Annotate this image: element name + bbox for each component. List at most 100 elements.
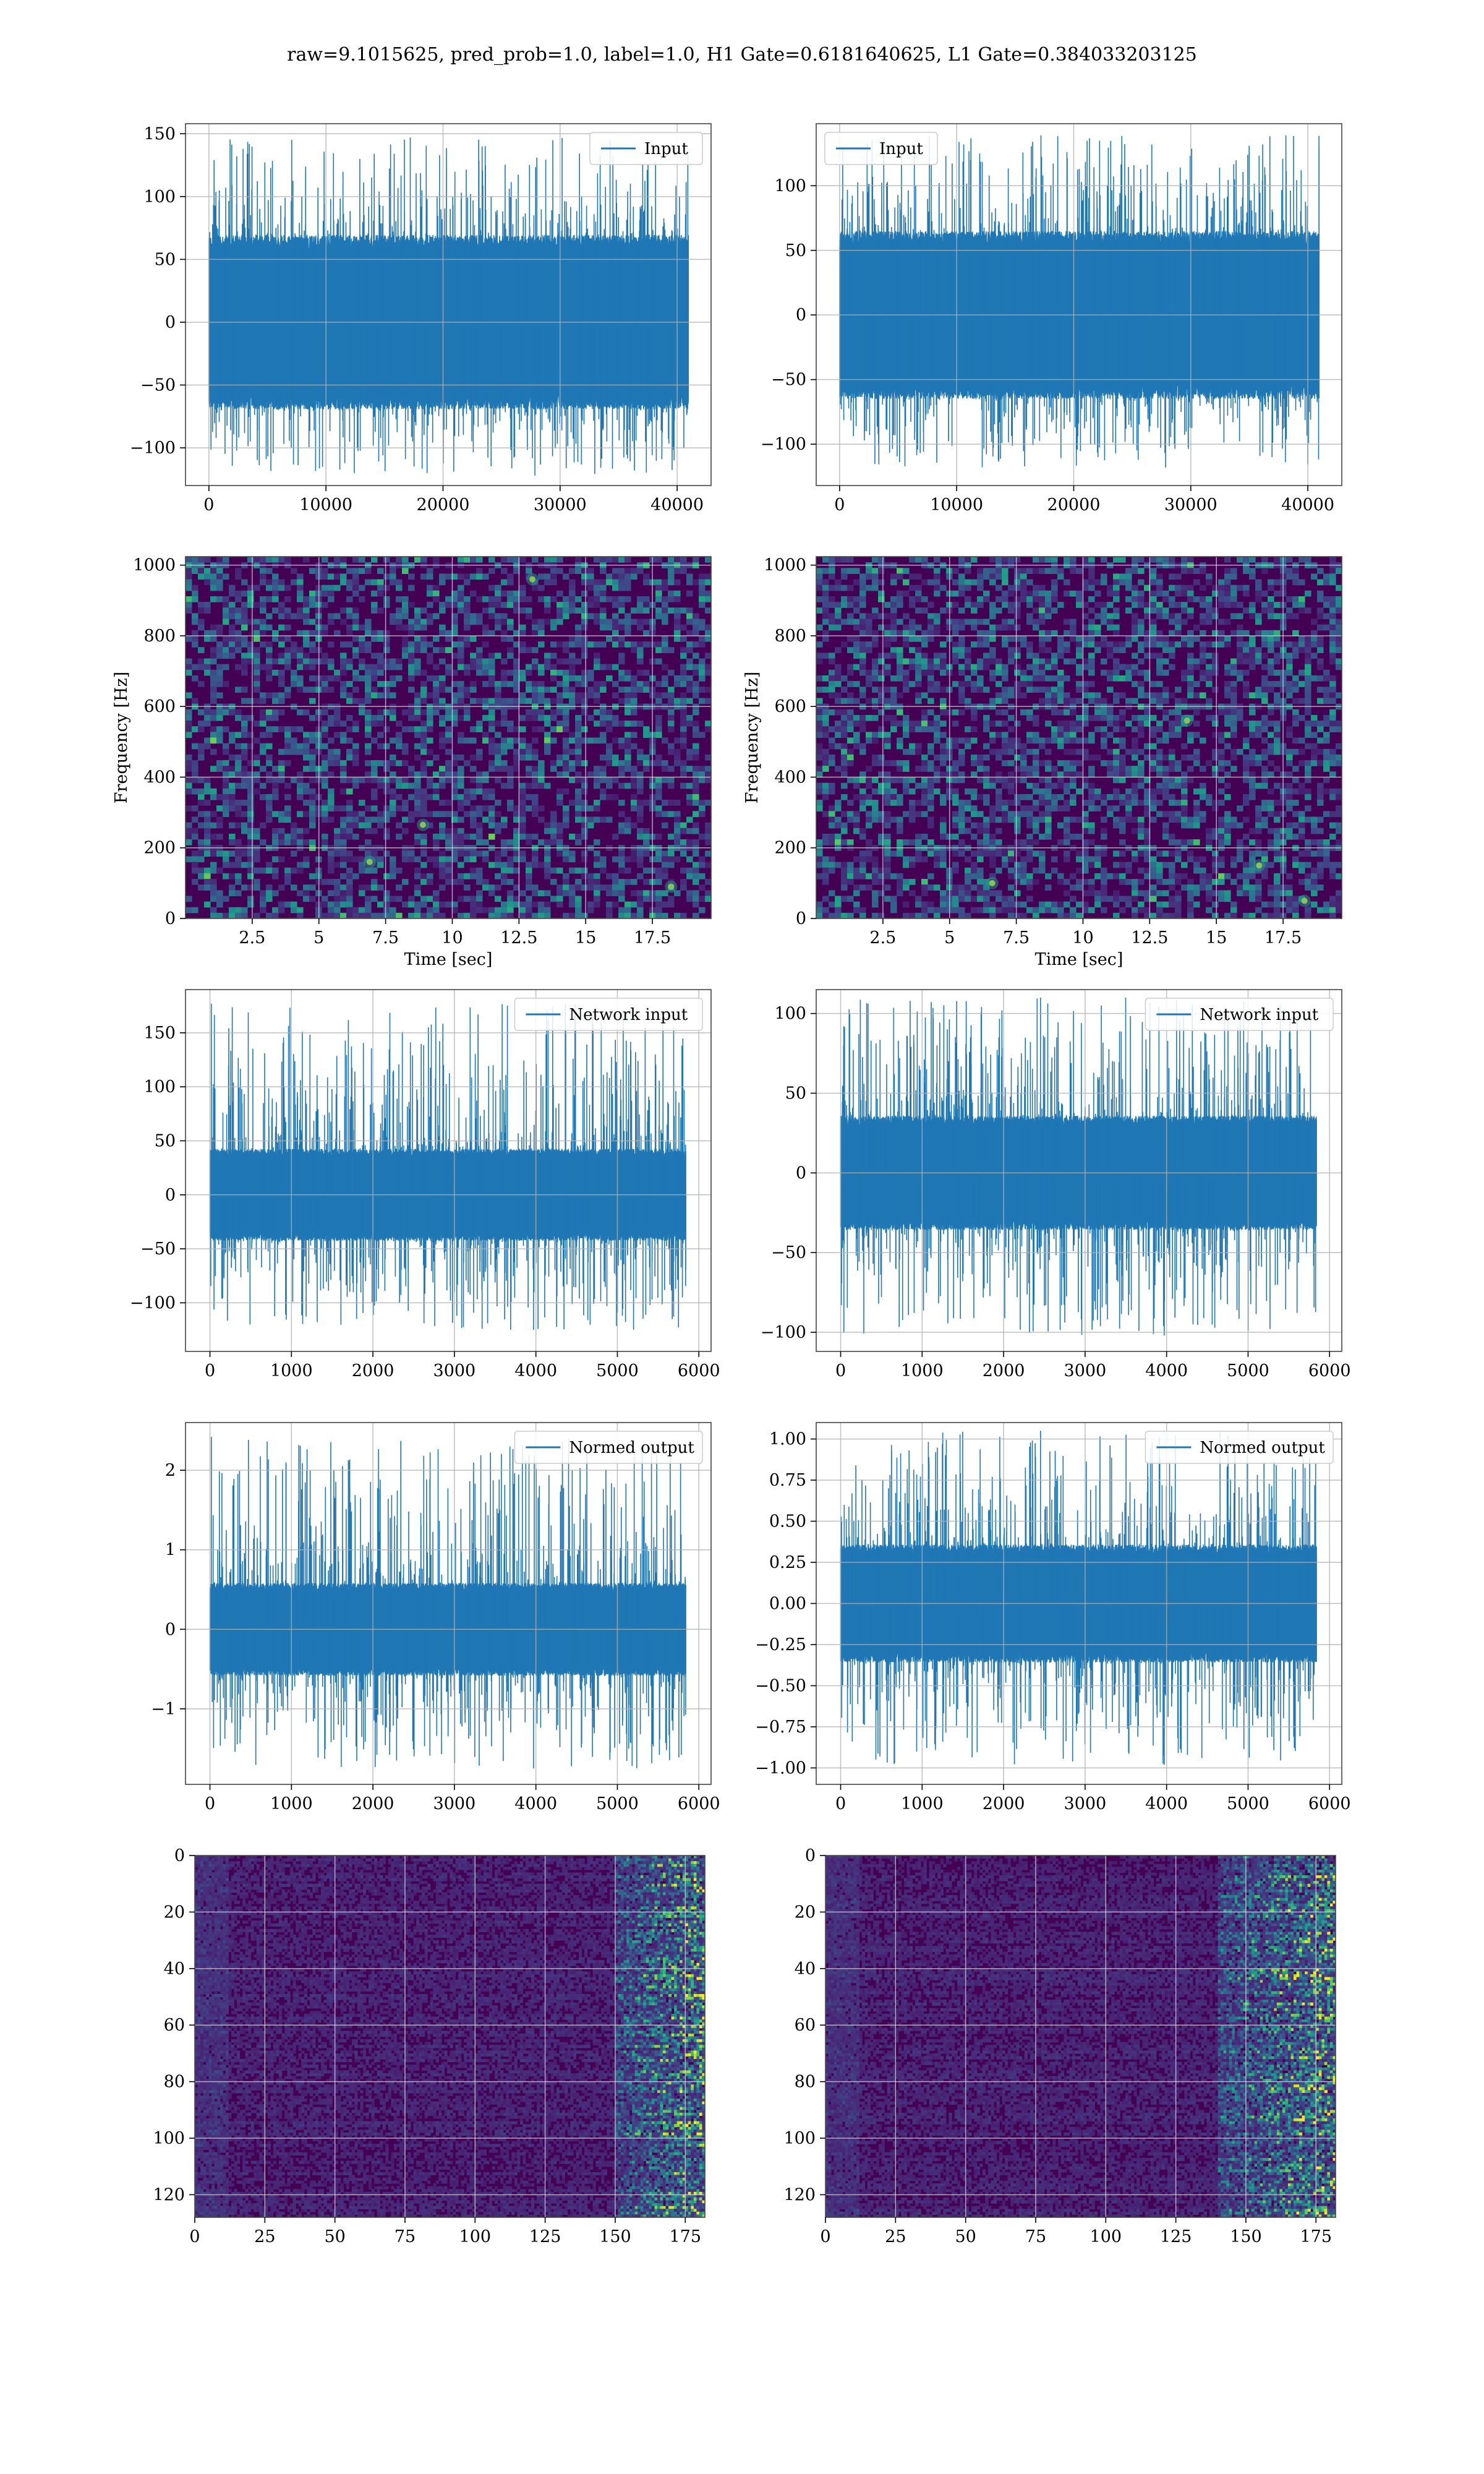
heatmap-cell <box>872 675 879 682</box>
heatmap-cell <box>1230 687 1237 693</box>
heatmap-cell <box>458 664 464 670</box>
heatmap-cell <box>433 890 440 897</box>
heatmap-cell <box>420 709 427 716</box>
heatmap-cell <box>501 709 508 716</box>
heatmap-cell <box>254 664 260 670</box>
heatmap-cell <box>1051 579 1058 586</box>
heatmap-cell <box>1070 557 1077 563</box>
heatmap-cell <box>445 771 452 778</box>
heatmap-cell <box>668 782 675 789</box>
heatmap-cell <box>822 579 829 586</box>
heatmap-cell <box>958 687 965 693</box>
heatmap-cell <box>575 721 582 727</box>
heatmap-cell <box>897 602 903 608</box>
heatmap-cell <box>1261 681 1268 687</box>
heatmap-cell <box>284 867 291 874</box>
heatmap-cell <box>829 624 835 631</box>
heatmap-cell <box>482 732 489 738</box>
heatmap-cell <box>1132 653 1138 659</box>
heatmap-cell <box>556 568 563 575</box>
heatmap-cell <box>377 743 384 750</box>
heatmap-cell <box>878 568 885 575</box>
heatmap-cell <box>241 748 248 755</box>
heatmap-cell <box>210 788 217 795</box>
heatmap-cell <box>1125 664 1132 670</box>
heatmap-cell <box>223 664 229 670</box>
heatmap-cell <box>1181 590 1188 597</box>
heatmap-cell <box>544 748 551 755</box>
heatmap-cell <box>686 647 693 653</box>
heatmap-cell <box>470 681 477 687</box>
heatmap-cell <box>1268 584 1274 591</box>
heatmap-cell <box>186 709 192 716</box>
heatmap-cell <box>352 624 359 631</box>
heatmap-cell <box>884 687 891 693</box>
heatmap-cell <box>297 788 304 795</box>
heatmap-cell <box>958 709 965 716</box>
heatmap-cell <box>1274 737 1281 744</box>
heatmap-cell <box>1323 613 1330 620</box>
heatmap-cell <box>309 794 316 800</box>
heatmap-cell <box>1150 602 1157 608</box>
heatmap-cell <box>1169 573 1175 580</box>
heatmap-cell <box>526 771 532 778</box>
heatmap-cell <box>958 607 965 614</box>
heatmap-cell <box>1200 675 1206 682</box>
heatmap-cell <box>655 726 662 732</box>
heatmap-cell <box>322 760 328 766</box>
heatmap-cell <box>532 856 539 863</box>
heatmap-cell <box>396 912 403 918</box>
heatmap-cell <box>1101 732 1107 738</box>
heatmap-cell <box>488 568 495 575</box>
heatmap-cell <box>1329 624 1336 631</box>
heatmap-cell <box>260 890 267 897</box>
heatmap-cell <box>680 760 687 766</box>
heatmap-cell <box>1033 658 1039 665</box>
heatmap-cell <box>934 590 940 597</box>
heatmap-cell <box>334 714 341 721</box>
heatmap-cell <box>1156 771 1163 778</box>
heatmap-cell <box>390 618 396 625</box>
heatmap-cell <box>1243 641 1250 648</box>
heatmap-cell <box>192 726 198 732</box>
heatmap-cell <box>1156 754 1163 761</box>
heatmap-cell <box>229 602 236 608</box>
heatmap-cell <box>977 579 984 586</box>
heatmap-cell <box>618 641 625 648</box>
heatmap-cell <box>587 579 594 586</box>
heatmap-cell <box>927 788 934 795</box>
heatmap-cell <box>328 664 335 670</box>
heatmap-cell <box>705 624 711 631</box>
heatmap-cell <box>581 618 588 625</box>
heatmap-cell <box>1144 635 1151 642</box>
heatmap-cell <box>1094 613 1101 620</box>
heatmap-cell <box>507 743 514 750</box>
heatmap-cell <box>927 681 934 687</box>
heatmap-cell <box>859 653 866 659</box>
heatmap-cell <box>1026 568 1033 575</box>
heatmap-cell <box>328 687 335 693</box>
heatmap-cell <box>352 748 359 755</box>
heatmap-cell <box>254 698 260 704</box>
heatmap-cell <box>204 839 211 845</box>
heatmap-cell <box>1261 771 1268 778</box>
heatmap-cell <box>538 681 545 687</box>
heatmap-cell <box>1311 748 1318 755</box>
heatmap-cell <box>501 658 508 665</box>
heatmap-cell <box>618 602 625 608</box>
heatmap-cell <box>254 737 260 744</box>
heatmap-cell <box>241 664 248 670</box>
heatmap-cell <box>1113 613 1120 620</box>
heatmap-cell <box>309 805 316 811</box>
heatmap-cell <box>1268 721 1274 727</box>
heatmap-cell <box>371 816 378 823</box>
heatmap-cell <box>1113 596 1120 602</box>
heatmap-cell <box>1274 635 1281 642</box>
heatmap-cell <box>618 890 625 897</box>
heatmap-cell <box>216 896 223 902</box>
heatmap-cell <box>952 579 959 586</box>
heatmap-cell <box>241 907 248 914</box>
heatmap-cell <box>1113 641 1120 648</box>
heatmap-cell <box>501 568 508 575</box>
heatmap-cell <box>303 737 310 744</box>
